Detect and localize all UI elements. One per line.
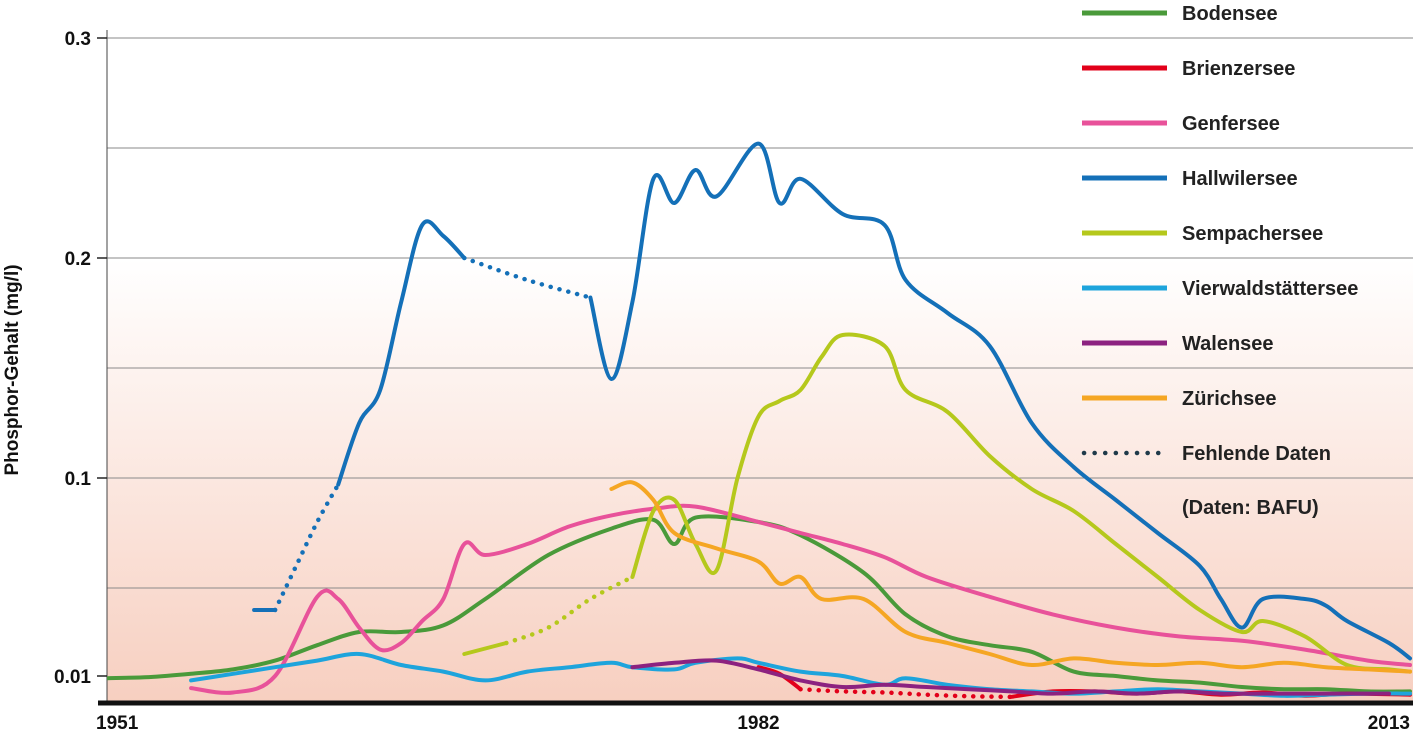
x-tick-label: 1951 [96, 713, 139, 734]
series-line-segment [189, 503, 1412, 695]
series-line-missing-segment [462, 255, 593, 300]
y-tick-label: 0.2 [65, 249, 91, 270]
series-line-segment [630, 332, 1412, 674]
legend-item: Sempachersee [1082, 223, 1323, 245]
series-line-segment [609, 480, 1412, 674]
axes: 0.01 0.1 0.2 0.3 1951 1982 2013 [54, 29, 1413, 734]
legend-item: Vierwaldstättersee [1082, 278, 1358, 300]
series-line-segment [336, 219, 467, 487]
series-hallwilersee [252, 141, 1412, 661]
series-line-missing-segment [798, 686, 1013, 700]
plot-background [107, 259, 1413, 703]
y-tick-label: 0.1 [65, 469, 92, 490]
legend-item: Brienzersee [1082, 58, 1295, 80]
legend-item: Bodensee [1082, 3, 1278, 25]
legend-label: Brienzersee [1182, 58, 1295, 80]
series-genfersee [189, 503, 1412, 695]
legend-label: Sempachersee [1182, 223, 1323, 245]
source-note: (Daten: BAFU) [1182, 497, 1319, 519]
legend-label: Hallwilersee [1182, 168, 1298, 190]
legend: Bodensee Brienzersee Genfersee Hallwilersee… [1081, 3, 1358, 465]
x-tick-label: 1982 [737, 713, 779, 734]
legend-item: Walensee [1082, 333, 1274, 355]
series-zuerichsee [609, 480, 1412, 674]
legend-item: Hallwilersee [1082, 168, 1298, 190]
legend-label: Zürichsee [1182, 388, 1276, 410]
y-tick-label: 0.01 [54, 667, 91, 688]
series-lines [107, 141, 1412, 700]
legend-label: Vierwaldstättersee [1182, 278, 1358, 300]
x-tick-label: 2013 [1368, 713, 1410, 734]
legend-label: Genfersee [1182, 113, 1280, 135]
y-axis-title: Phosphor-Gehalt (mg/l) [2, 264, 23, 475]
legend-label: Fehlende Daten [1182, 443, 1331, 465]
series-sempachersee [462, 332, 1412, 674]
series-line-missing-segment [504, 574, 635, 646]
y-tick-label: 0.3 [65, 29, 91, 50]
series-line-segment [630, 658, 1391, 696]
legend-label: Walensee [1182, 333, 1274, 355]
gridlines [107, 37, 1413, 589]
series-line-missing-segment [272, 482, 341, 613]
legend-item-missing-data: Fehlende Daten [1081, 443, 1331, 465]
legend-item: Zürichsee [1082, 388, 1276, 410]
legend-item: Genfersee [1082, 113, 1280, 135]
series-walensee [630, 658, 1391, 696]
series-line-segment [588, 141, 1412, 661]
series-line-segment [462, 641, 509, 656]
legend-label: Bodensee [1182, 3, 1278, 25]
